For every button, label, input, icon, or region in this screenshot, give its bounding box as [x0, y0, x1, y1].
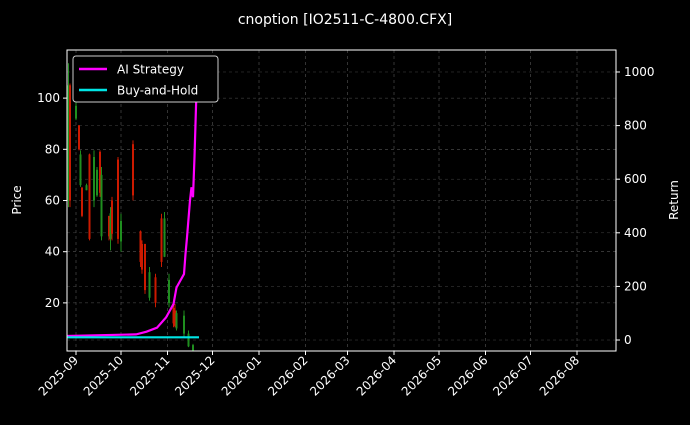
candle-body	[88, 154, 91, 239]
legend-label-strategy: AI Strategy	[117, 63, 184, 77]
candle-body	[139, 231, 142, 262]
candle-body	[69, 85, 71, 201]
y-tick-label-right: 200	[624, 279, 647, 293]
x-tick-label: 2026-01	[219, 353, 264, 398]
candle-body	[75, 105, 77, 119]
candle-body	[78, 125, 80, 150]
y-tick-label-left: 40	[45, 245, 60, 259]
y-tick-label-left: 20	[45, 296, 60, 310]
legend: AI Strategy Buy-and-Hold	[72, 55, 219, 103]
y-axis-right: 0 200 400 600 800 1000	[616, 65, 655, 347]
x-tick-label: 2025-10	[81, 353, 126, 398]
candle-body	[81, 187, 83, 216]
candle-body	[117, 159, 119, 239]
x-tick-label: 2026-07	[490, 353, 535, 398]
candle-body	[148, 272, 151, 298]
candle-body	[172, 308, 175, 324]
x-tick-label: 2025-11	[127, 353, 172, 398]
y-tick-label-left: 80	[45, 142, 60, 156]
candle-body	[85, 185, 88, 191]
candles	[67, 63, 194, 351]
candle-body	[154, 277, 157, 303]
candle-body	[79, 154, 82, 186]
x-tick-label: 2025-12	[172, 353, 217, 398]
candle-body	[163, 218, 166, 257]
x-tick-label: 2025-09	[36, 353, 81, 398]
y-tick-label-left: 60	[45, 194, 60, 208]
candle-body	[120, 220, 122, 242]
candle-body	[67, 85, 70, 201]
candle-body	[100, 174, 103, 237]
candle-body	[187, 333, 190, 347]
y-axis-left: 20 40 60 80 100	[37, 91, 67, 310]
candle-body	[99, 151, 101, 193]
x-axis: 2025-09 2025-10 2025-11 2025-12 2026-01 2026-…	[36, 351, 582, 399]
candle-body	[111, 200, 113, 234]
x-tick-label: 2026-06	[445, 353, 490, 398]
x-tick-label: 2026-04	[354, 353, 399, 398]
grid	[67, 50, 616, 351]
chart-title: cnoption [IO2511-C-4800.CFX]	[238, 12, 452, 28]
y-tick-label-right: 0	[624, 333, 632, 347]
candle-body	[108, 215, 110, 237]
y-tick-label-right: 800	[624, 119, 647, 133]
y-axis-right-label: Return	[667, 180, 681, 220]
candle-body	[175, 313, 178, 329]
candle-body	[192, 345, 194, 351]
candle-body	[183, 315, 185, 334]
candle-body	[109, 213, 112, 239]
series-line-ai-strategy	[66, 59, 199, 338]
y-tick-label-left: 100	[37, 91, 60, 105]
legend-label-buyhold: Buy-and-Hold	[117, 84, 198, 98]
x-tick-label: 2026-02	[265, 353, 310, 398]
y-tick-label-right: 400	[624, 226, 647, 240]
candle-body	[168, 279, 170, 303]
candle-body	[132, 144, 134, 196]
x-tick-label: 2026-05	[399, 353, 444, 398]
y-axis-left-label: Price	[10, 185, 24, 214]
candle-body	[144, 244, 146, 291]
series-lines	[66, 59, 199, 339]
candle-body	[96, 169, 98, 196]
legend-box	[72, 55, 219, 103]
x-tick-label: 2026-08	[537, 353, 582, 398]
candle-body	[160, 218, 163, 262]
candle-body	[93, 156, 95, 201]
y-tick-label-right: 600	[624, 172, 647, 186]
x-tick-label: 2026-03	[307, 353, 352, 398]
candle-body	[141, 244, 143, 270]
y-tick-label-right: 1000	[624, 65, 655, 79]
candle-body	[174, 310, 176, 326]
